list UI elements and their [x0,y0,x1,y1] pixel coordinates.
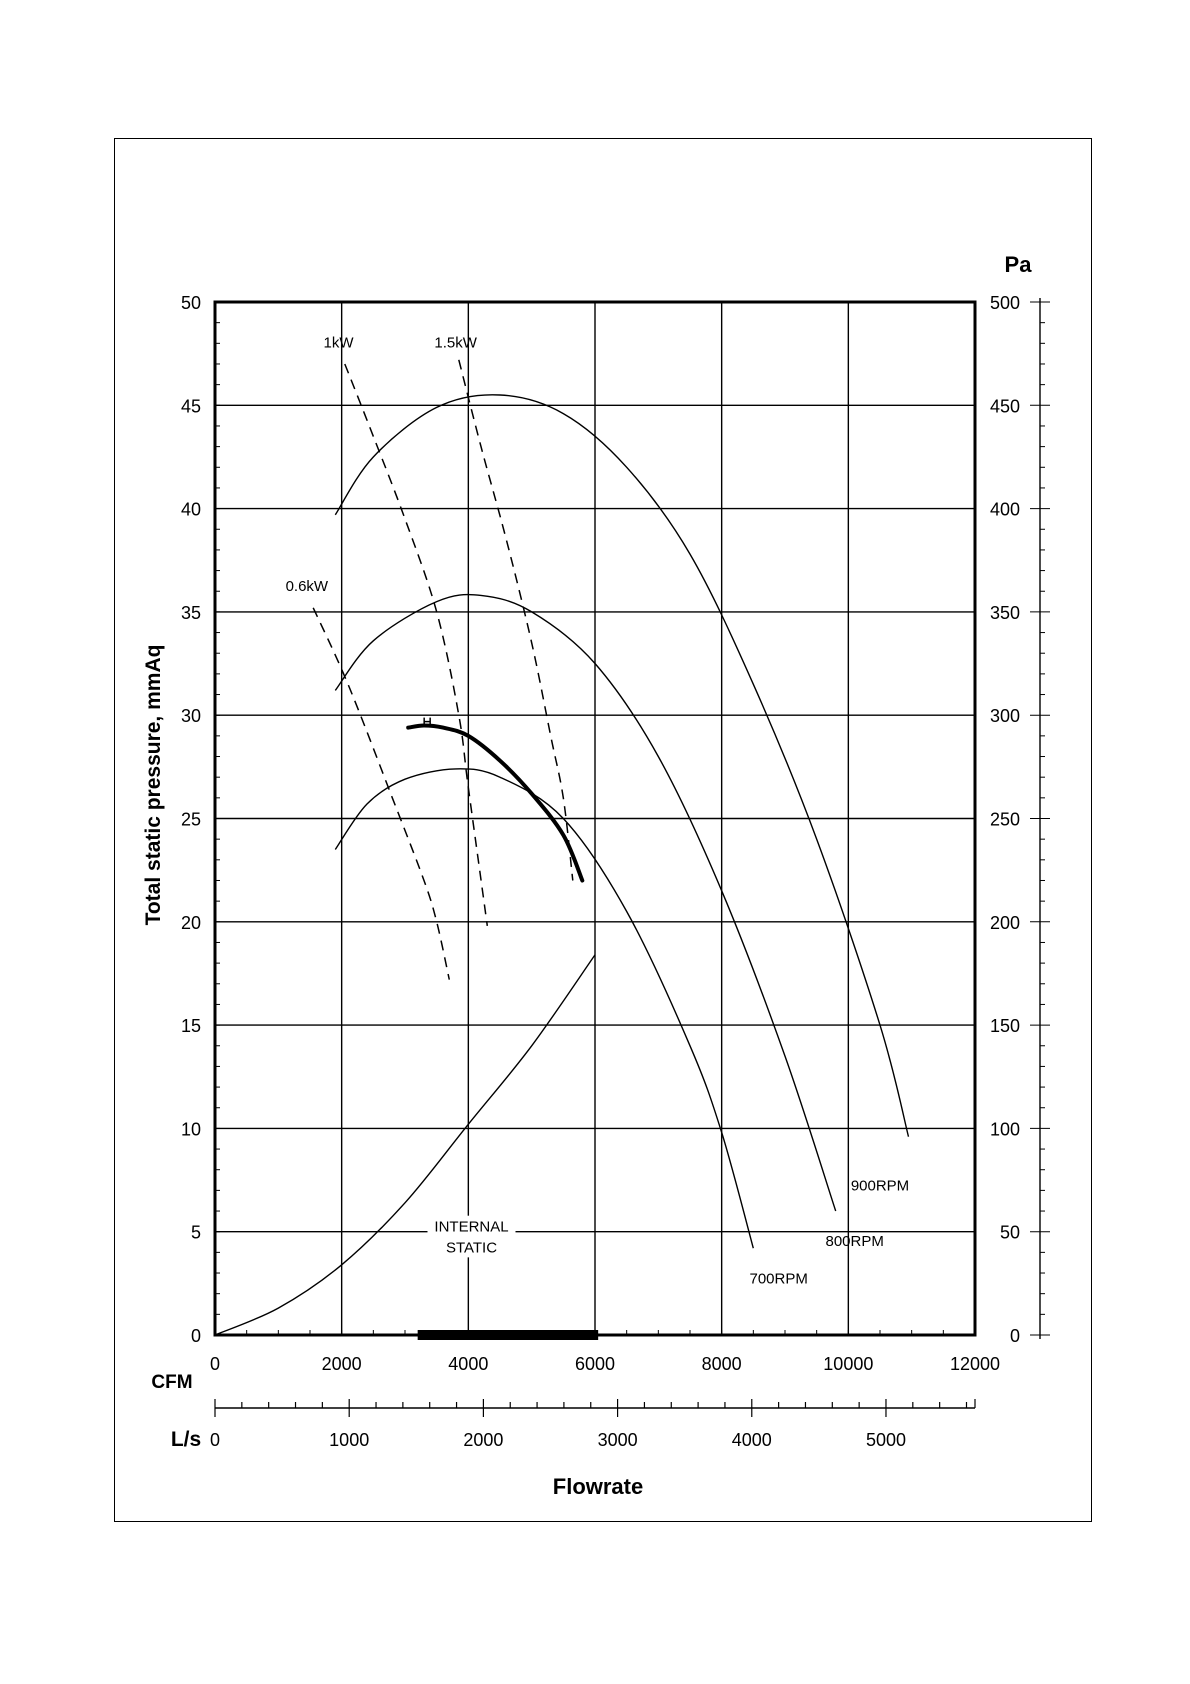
y-right-tick-label: 150 [990,1016,1020,1036]
x-tick-label: 8000 [702,1354,742,1374]
y-tick-label: 20 [181,913,201,933]
y-tick-label: 45 [181,396,201,416]
cfm-unit-label: CFM [151,1372,192,1393]
series-1-5kw [458,359,574,881]
y-right-tick-label: 400 [990,500,1020,520]
annotation-internal: INTERNAL [434,1219,508,1236]
series-1kw [344,363,489,927]
y-axis-right-title: Pa [1005,252,1033,277]
y-right-tick-label: 250 [990,810,1020,830]
flow-range-bar [417,1330,599,1340]
ls-tick-label: 5000 [866,1430,906,1450]
series-800rpm [334,593,837,1212]
y-right-tick-label: 0 [1010,1326,1020,1346]
y-tick-label: 50 [181,293,201,313]
y-tick-label: 10 [181,1119,201,1139]
series-900rpm [334,394,910,1137]
y-right-tick-label: 300 [990,706,1020,726]
y-tick-label: 25 [181,810,201,830]
ls-tick-label: 4000 [732,1430,772,1450]
annotation-static: STATIC [446,1239,497,1256]
series-700rpm [334,768,754,1249]
annotation-bg [427,1215,516,1237]
ls-tick-label: 2000 [463,1430,503,1450]
x-tick-label: 0 [210,1354,220,1374]
annotation-bg [427,1236,516,1258]
y-tick-label: 5 [191,1223,201,1243]
annotation-1kw: 1kW [324,334,355,351]
x-tick-label: 10000 [823,1354,873,1374]
annotation-1-5kw: 1.5kW [434,334,477,351]
ls-tick-label: 0 [210,1430,220,1450]
y-right-tick-label: 200 [990,913,1020,933]
y-right-tick-label: 450 [990,396,1020,416]
x-tick-label: 2000 [322,1354,362,1374]
y-right-tick-label: 50 [1000,1223,1020,1243]
series-internal-static [214,954,596,1336]
curves [214,359,910,1340]
annotation-900rpm: 900RPM [851,1177,909,1194]
annotation-800rpm: 800RPM [825,1233,883,1250]
x-tick-label: 12000 [950,1354,1000,1374]
y-right-tick-label: 500 [990,293,1020,313]
series-operating-point [406,723,585,883]
page-frame [114,138,1092,1522]
y-tick-label: 0 [191,1326,201,1346]
ls-unit-label: L/s [171,1428,201,1451]
y-tick-label: 35 [181,603,201,623]
annotation-700rpm: 700RPM [749,1270,807,1287]
axes [213,298,1050,1417]
annotation-0-6kw: 0.6kW [286,578,329,595]
y-tick-label: 30 [181,706,201,726]
ls-tick-label: 3000 [598,1430,638,1450]
series-0-6kw [312,607,451,980]
x-axis-title: Flowrate [553,1474,643,1499]
labels: Total static pressure, mmAq Pa CFM L/s F… [142,252,1032,1499]
ls-tick-label: 1000 [329,1430,369,1450]
x-tick-label: 4000 [448,1354,488,1374]
y-right-tick-label: 100 [990,1119,1020,1139]
y-axis-title: Total static pressure, mmAq [142,645,165,926]
y-tick-label: 15 [181,1016,201,1036]
y-tick-label: 40 [181,500,201,520]
y-right-tick-label: 350 [990,603,1020,623]
x-tick-label: 6000 [575,1354,615,1374]
